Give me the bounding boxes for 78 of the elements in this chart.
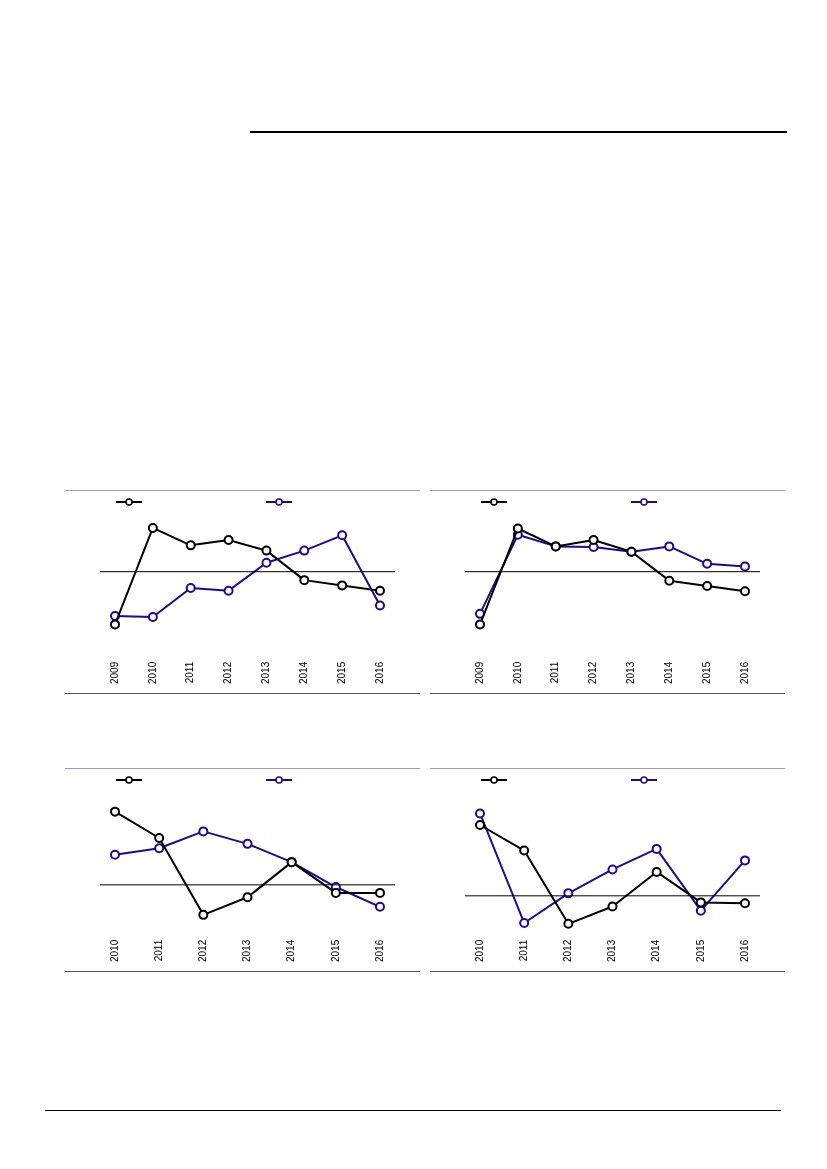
point — [242, 838, 253, 849]
x-tick-label: 2016 — [738, 661, 750, 684]
x-tick-label: 2011 — [184, 661, 196, 684]
point — [375, 901, 385, 912]
x-tick-label: 2012 — [222, 661, 234, 684]
point — [512, 523, 523, 534]
x-tick-label: 2013 — [260, 661, 272, 684]
x-tick-label: 2014 — [285, 939, 297, 962]
x-tick-label: 2011 — [152, 939, 164, 962]
point — [375, 600, 385, 611]
point — [607, 864, 618, 875]
point — [702, 558, 713, 569]
point — [651, 866, 662, 877]
point — [147, 522, 158, 533]
point — [154, 832, 165, 843]
point — [740, 898, 750, 909]
x-tick-label: 2014 — [650, 939, 662, 962]
point — [299, 575, 310, 586]
x-tick-label: 2013 — [625, 661, 637, 684]
x-tick-label: 2015 — [700, 661, 712, 684]
point — [337, 580, 348, 591]
point — [695, 897, 706, 908]
x-tick-label: 2016 — [373, 939, 385, 962]
x-tick-label: 2010 — [511, 661, 523, 684]
point — [299, 545, 310, 556]
point — [110, 619, 120, 630]
x-tick-label: 2010 — [473, 939, 485, 962]
point — [375, 585, 385, 596]
point — [607, 901, 618, 912]
point — [185, 583, 196, 594]
x-tick-label: 2015 — [335, 661, 347, 684]
x-tick-label: 2016 — [373, 661, 385, 684]
x-tick-label: 2014 — [298, 661, 310, 684]
point — [588, 535, 599, 546]
point — [651, 843, 662, 854]
x-tick-label: 2016 — [738, 939, 750, 962]
point — [375, 887, 385, 898]
point — [223, 585, 234, 596]
point — [337, 530, 348, 541]
point — [147, 612, 158, 623]
x-tick-label: 2011 — [549, 661, 561, 684]
point — [223, 535, 234, 546]
x-tick-label: 2015 — [694, 939, 706, 962]
point — [475, 808, 485, 819]
point — [110, 849, 120, 860]
point — [198, 826, 209, 837]
point — [154, 843, 165, 854]
point — [261, 557, 272, 568]
point — [740, 561, 750, 572]
x-tick-label: 2013 — [241, 939, 253, 962]
point — [519, 845, 530, 856]
x-tick-label: 2012 — [197, 939, 209, 962]
point — [702, 580, 713, 591]
x-tick-label: 2012 — [587, 661, 599, 684]
point — [475, 820, 485, 830]
point — [242, 892, 253, 903]
point — [330, 887, 341, 898]
x-tick-label: 2015 — [329, 939, 341, 962]
point — [185, 540, 196, 551]
point — [664, 575, 675, 586]
x-tick-label: 2014 — [663, 661, 675, 684]
point — [519, 917, 530, 928]
point — [475, 619, 485, 630]
point — [110, 806, 120, 817]
x-tick-label: 2009 — [473, 661, 485, 684]
x-tick-label: 2010 — [146, 661, 158, 684]
x-tick-label: 2009 — [108, 661, 120, 684]
x-tick-label: 2013 — [606, 939, 618, 962]
point — [664, 541, 675, 552]
point — [563, 918, 574, 929]
point — [198, 909, 209, 920]
point — [695, 905, 706, 916]
x-tick-label: 2012 — [562, 939, 574, 962]
point — [261, 545, 272, 556]
x-tick-label: 2011 — [517, 939, 529, 962]
point — [740, 586, 750, 597]
point — [740, 855, 750, 866]
x-tick-label: 2010 — [108, 939, 120, 962]
